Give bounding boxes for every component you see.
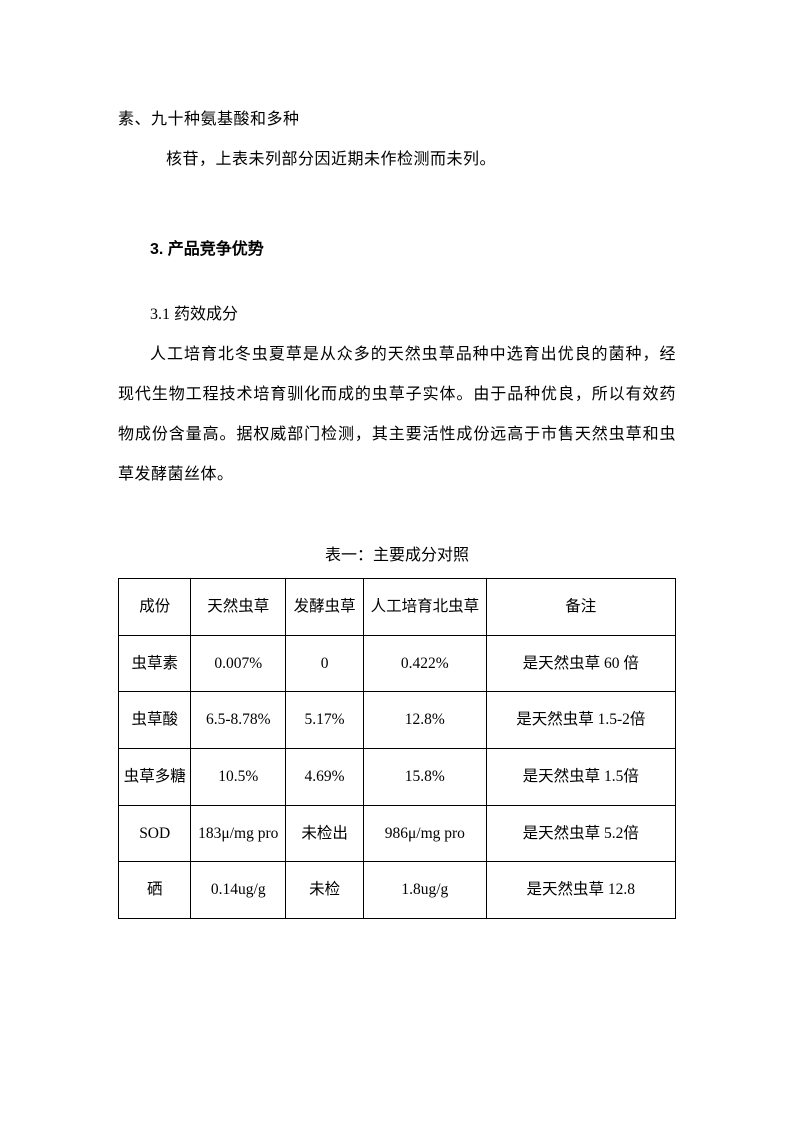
intro-line-1: 素、九十种氨基酸和多种 <box>118 100 676 140</box>
table-cell: 0.007% <box>191 635 286 692</box>
table-cell: 6.5-8.78% <box>191 692 286 749</box>
table-header-cell: 成份 <box>119 579 191 636</box>
section-subheading: 3.1 药效成分 <box>118 295 676 335</box>
section-paragraph: 人工培育北冬虫夏草是从众多的天然虫草品种中选育出优良的菌种，经现代生物工程技术培… <box>118 335 676 495</box>
table-cell: 986μ/mg pro <box>364 805 487 862</box>
table-cell: 12.8% <box>364 692 487 749</box>
table-cell: 183μ/mg pro <box>191 805 286 862</box>
table-cell: 虫草酸 <box>119 692 191 749</box>
section-heading: 3. 产品竞争优势 <box>118 230 676 270</box>
table-row: 虫草多糖 10.5% 4.69% 15.8% 是天然虫草 1.5倍 <box>119 748 676 805</box>
table-cell: 是天然虫草 5.2倍 <box>486 805 675 862</box>
table-cell: 虫草素 <box>119 635 191 692</box>
table-cell: 是天然虫草 12.8 <box>486 862 675 919</box>
comparison-table: 成份 天然虫草 发酵虫草 人工培育北虫草 备注 虫草素 0.007% 0 0.4… <box>118 578 676 919</box>
table-cell: 硒 <box>119 862 191 919</box>
table-cell: 0.14ug/g <box>191 862 286 919</box>
table-row: 硒 0.14ug/g 未检 1.8ug/g 是天然虫草 12.8 <box>119 862 676 919</box>
table-cell: 未检 <box>286 862 364 919</box>
intro-line-2: 核苷，上表未列部分因近期未作检测而未列。 <box>118 140 676 180</box>
table-row: 虫草素 0.007% 0 0.422% 是天然虫草 60 倍 <box>119 635 676 692</box>
table-cell: 5.17% <box>286 692 364 749</box>
table-cell: 是天然虫草 1.5-2倍 <box>486 692 675 749</box>
table-cell: 0.422% <box>364 635 487 692</box>
table-cell: 未检出 <box>286 805 364 862</box>
table-cell: 虫草多糖 <box>119 748 191 805</box>
table-cell: 4.69% <box>286 748 364 805</box>
table-header-cell: 天然虫草 <box>191 579 286 636</box>
table-row: SOD 183μ/mg pro 未检出 986μ/mg pro 是天然虫草 5.… <box>119 805 676 862</box>
table-caption: 表一：主要成分对照 <box>118 540 676 572</box>
table-row: 虫草酸 6.5-8.78% 5.17% 12.8% 是天然虫草 1.5-2倍 <box>119 692 676 749</box>
table-cell: 10.5% <box>191 748 286 805</box>
table-header-cell: 备注 <box>486 579 675 636</box>
table-header-cell: 发酵虫草 <box>286 579 364 636</box>
table-cell: 1.8ug/g <box>364 862 487 919</box>
table-cell: 0 <box>286 635 364 692</box>
table-cell: SOD <box>119 805 191 862</box>
table-cell: 是天然虫草 1.5倍 <box>486 748 675 805</box>
table-header-row: 成份 天然虫草 发酵虫草 人工培育北虫草 备注 <box>119 579 676 636</box>
table-cell: 15.8% <box>364 748 487 805</box>
table-header-cell: 人工培育北虫草 <box>364 579 487 636</box>
table-cell: 是天然虫草 60 倍 <box>486 635 675 692</box>
